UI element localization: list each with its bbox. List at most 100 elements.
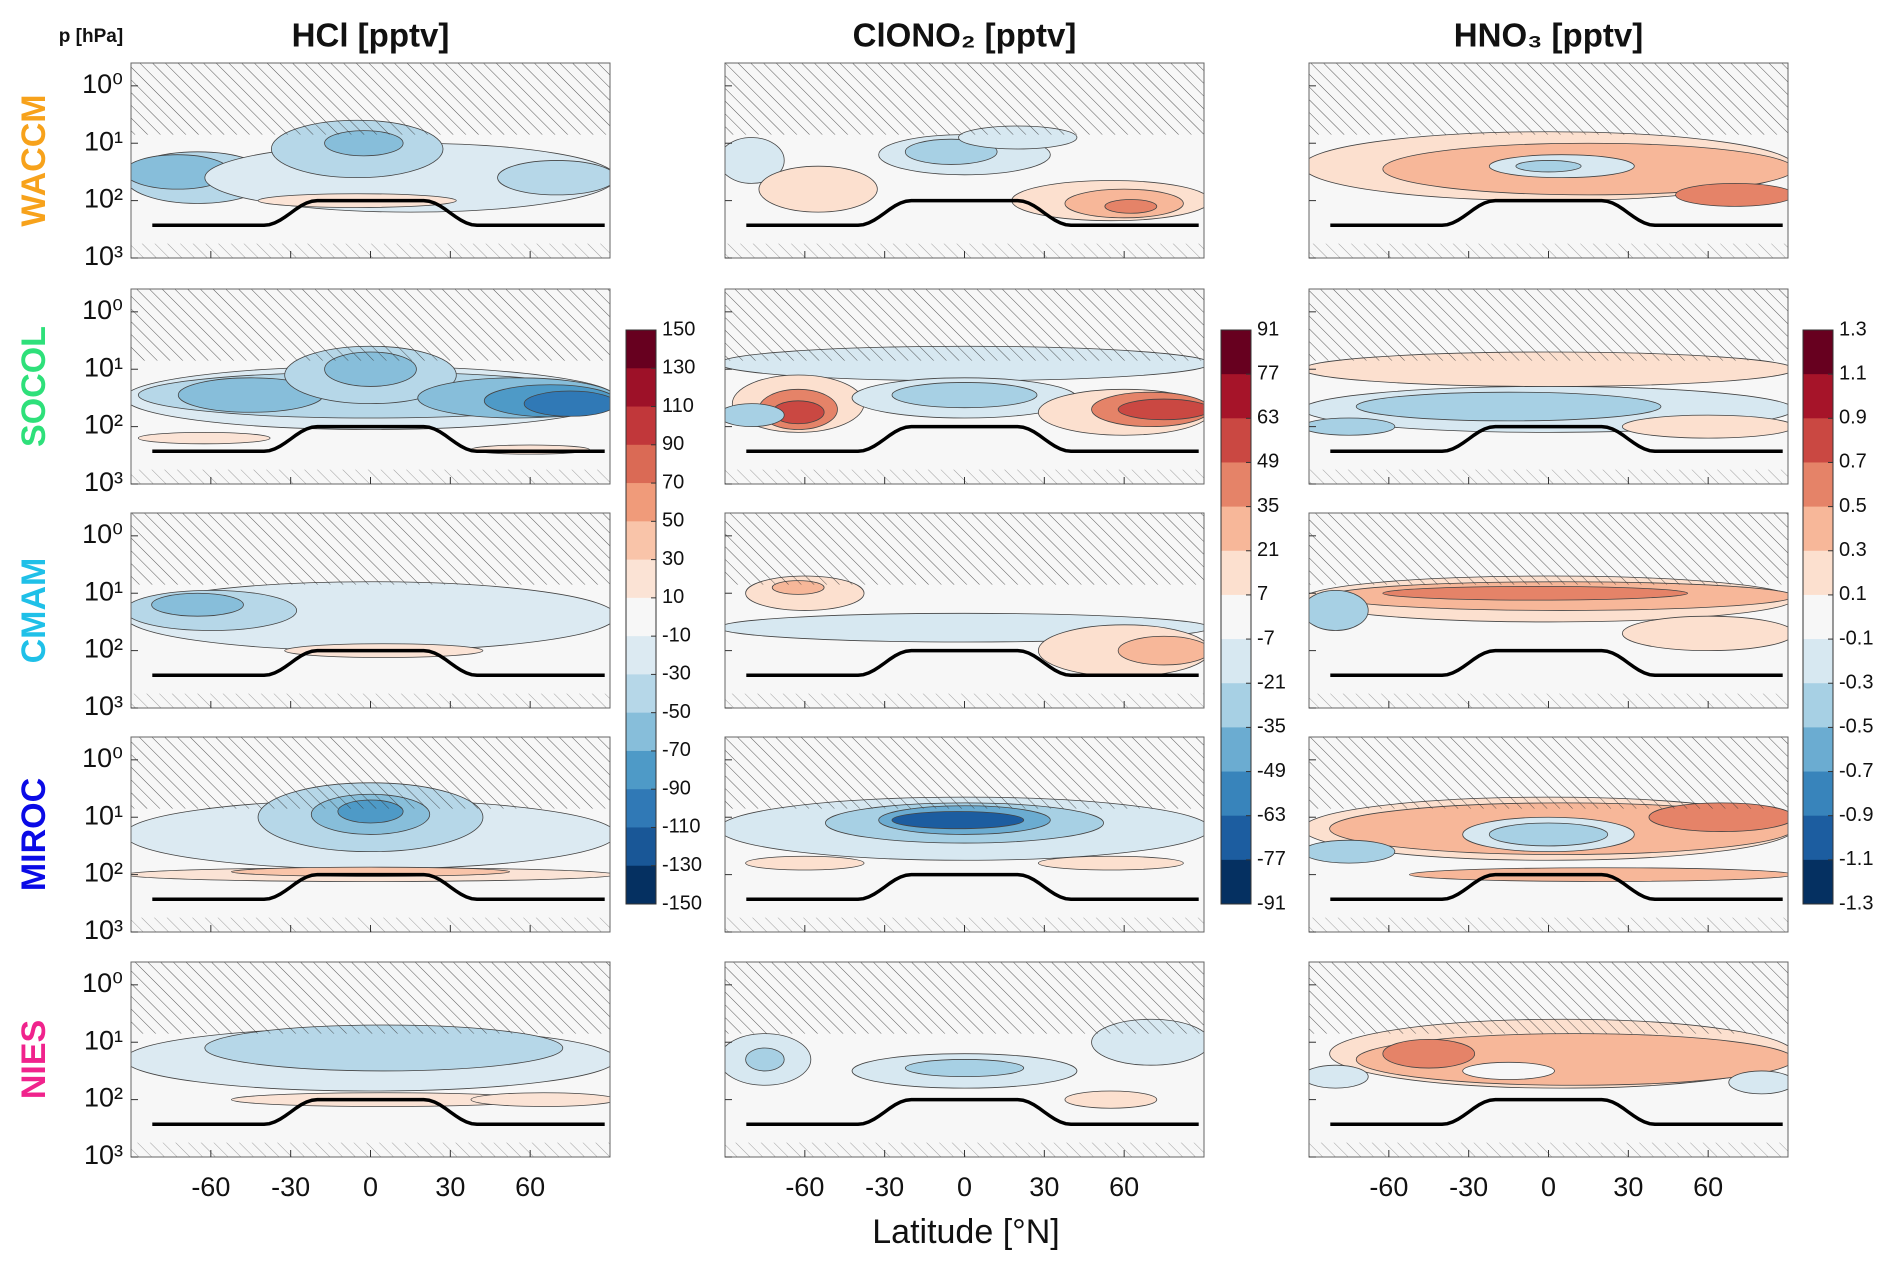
contour-region	[1621, 414, 1788, 439]
colorbar-tick-label: 30	[662, 548, 684, 570]
colorbar-tick-label: 91	[1257, 318, 1279, 340]
x-tick-label: -30	[271, 1172, 310, 1202]
colorbar-tick-label: -0.3	[1839, 672, 1873, 694]
contour-region	[1382, 1038, 1476, 1069]
colorbar-tick-label: -21	[1257, 672, 1286, 694]
y-tick-label: 10¹	[84, 576, 123, 606]
colorbar-bin	[1803, 506, 1833, 552]
hatching	[725, 63, 1204, 135]
colorbar-bin	[1803, 727, 1833, 773]
colorbar-bin	[626, 789, 656, 828]
panel: 10⁰ 10¹ 10² 10³	[82, 736, 611, 945]
field	[725, 289, 1204, 484]
x-tick-label: 0	[1541, 1172, 1556, 1202]
hatching	[725, 469, 1204, 484]
field	[131, 63, 610, 258]
colorbar-tick-label: -130	[662, 854, 702, 876]
colorbar-tick-label: -7	[1257, 627, 1275, 649]
x-tick-label: 30	[435, 1172, 465, 1202]
y-tick-label: 10²	[84, 410, 123, 440]
tropopause-line	[1330, 424, 1783, 454]
hatching	[131, 693, 610, 708]
y-tick-label: 10⁰	[82, 968, 123, 998]
hatching	[1309, 289, 1788, 361]
colorbar-bin	[626, 444, 656, 484]
y-tick-label: 10³	[84, 1140, 123, 1170]
colorbar-tick-label: 10	[662, 586, 684, 608]
y-tick-label: 10⁰	[82, 69, 123, 99]
y-tick-label: 10¹	[84, 1025, 123, 1055]
colorbar-tick-label: 130	[662, 357, 695, 379]
y-tick-label: 10⁰	[82, 519, 123, 549]
colorbar-bin	[1803, 815, 1833, 861]
colorbar-bin	[1221, 727, 1251, 773]
contour-region	[745, 855, 865, 871]
colorbar-tick-label: 0.1	[1839, 583, 1867, 605]
panel	[724, 288, 1205, 485]
colorbar-tick-label: 1.1	[1839, 362, 1867, 384]
hatching	[131, 63, 610, 135]
colorbar-tick-label: 21	[1257, 539, 1279, 561]
panel	[1308, 736, 1789, 933]
hatching	[131, 243, 610, 258]
colorbar-bin	[626, 712, 656, 752]
y-tick-label: 10³	[84, 467, 123, 497]
y-tick-label: 10³	[84, 691, 123, 721]
colorbar-tick-label: 0.5	[1839, 495, 1867, 517]
colorbar-bin	[626, 865, 656, 905]
hatching	[131, 917, 610, 932]
field	[725, 962, 1204, 1157]
colorbar-tick-label: 77	[1257, 362, 1279, 384]
y-tick-label: 10³	[84, 915, 123, 945]
contour-region	[1621, 615, 1788, 652]
model-label: NIES	[15, 1020, 53, 1099]
x-tick-label: -60	[1369, 1172, 1408, 1202]
contour-region	[151, 592, 244, 617]
colorbar-tick-label: 63	[1257, 407, 1279, 429]
colorbar-tick-label: 110	[662, 395, 694, 417]
model-label: MIROC	[15, 778, 53, 891]
panel: 10⁰ 10¹ 10² 10³	[82, 512, 611, 721]
hatching	[725, 917, 1204, 932]
model-label: SOCOL	[15, 326, 53, 447]
model-label: CMAM	[15, 558, 53, 664]
colorbar-tick-label: 0.9	[1839, 407, 1867, 429]
colorbar-tick-label: 7	[1257, 583, 1268, 605]
contour-region	[1309, 839, 1396, 864]
colorbar-bin	[626, 368, 656, 408]
panel	[1308, 62, 1789, 259]
tropopause-line	[1330, 872, 1783, 902]
colorbar-tick-label: -77	[1257, 848, 1286, 870]
colorbar-bin	[1221, 330, 1251, 375]
contour-region	[1064, 1090, 1158, 1109]
x-tick-label: 60	[515, 1172, 545, 1202]
field	[131, 737, 610, 932]
hatching	[1309, 693, 1788, 708]
tropopause-line	[746, 872, 1199, 902]
contour-region	[891, 811, 1025, 830]
colorbar-tick-label: -1.1	[1839, 848, 1873, 870]
panel	[1308, 288, 1789, 485]
colorbar-bin	[1803, 550, 1833, 596]
tropopause-line	[152, 872, 605, 902]
panel	[724, 62, 1205, 259]
contour-region	[758, 165, 878, 213]
colorbar-tick-label: -1.3	[1839, 892, 1873, 914]
hatching	[725, 513, 1204, 585]
colorbar-tick-label: 90	[662, 433, 684, 455]
colorbar-tick-label: -35	[1257, 716, 1286, 738]
panel	[724, 512, 1205, 709]
column-title: HNO₃ [pptv]	[1454, 17, 1643, 54]
colorbar-frame	[625, 329, 657, 905]
colorbar-tick-label: -30	[662, 663, 691, 685]
y-tick-label: 10²	[84, 184, 123, 214]
colorbar-tick-label: -0.1	[1839, 627, 1873, 649]
hatching	[131, 1142, 610, 1157]
y-tick-label: 10⁰	[82, 295, 123, 325]
colorbar-bin	[1803, 859, 1833, 905]
colorbar-bin	[626, 597, 656, 637]
colorbar-frame	[1802, 329, 1834, 905]
colorbar-bin	[1221, 550, 1251, 596]
contour-region	[1728, 1070, 1788, 1095]
